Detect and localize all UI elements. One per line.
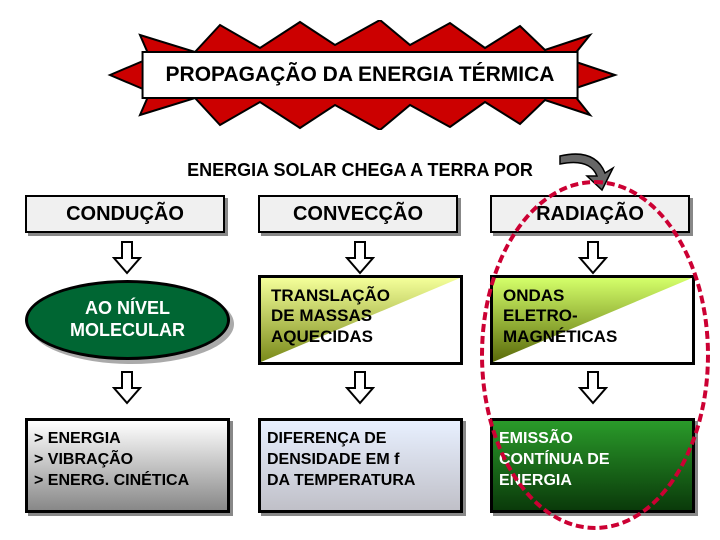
header-radiacao: RADIAÇÃO	[490, 195, 690, 233]
tri-ondas: ONDAS ELETRO- MAGNÉTICAS	[490, 275, 695, 365]
tri-text: ONDAS ELETRO- MAGNÉTICAS	[503, 286, 617, 347]
header-conveccao: CONVECÇÃO	[258, 195, 458, 233]
header-conducao: CONDUÇÃO	[25, 195, 225, 233]
subtitle: ENERGIA SOLAR CHEGA A TERRA POR	[187, 160, 533, 181]
oval-text: AO NÍVELMOLECULAR	[70, 298, 185, 341]
page-title: PROPAGAÇÃO DA ENERGIA TÉRMICA	[142, 51, 579, 99]
tri-text: TRANSLAÇÃO DE MASSAS AQUECIDAS	[271, 286, 390, 347]
title-starburst: PROPAGAÇÃO DA ENERGIA TÉRMICA	[100, 20, 620, 130]
down-arrow-icon	[345, 240, 375, 275]
box-emissao: EMISSÃO CONTÍNUA DE ENERGIA	[490, 418, 695, 513]
down-arrow-icon	[345, 370, 375, 405]
down-arrow-icon	[112, 240, 142, 275]
down-arrow-icon	[578, 240, 608, 275]
curved-arrow-icon	[555, 148, 615, 193]
box-densidade: DIFERENÇA DE DENSIDADE EM f DA TEMPERATU…	[258, 418, 463, 513]
oval-molecular: AO NÍVELMOLECULAR	[25, 280, 230, 360]
tri-translacao: TRANSLAÇÃO DE MASSAS AQUECIDAS	[258, 275, 463, 365]
down-arrow-icon	[578, 370, 608, 405]
box-energia: > ENERGIA > VIBRAÇÃO > ENERG. CINÉTICA	[25, 418, 230, 513]
down-arrow-icon	[112, 370, 142, 405]
